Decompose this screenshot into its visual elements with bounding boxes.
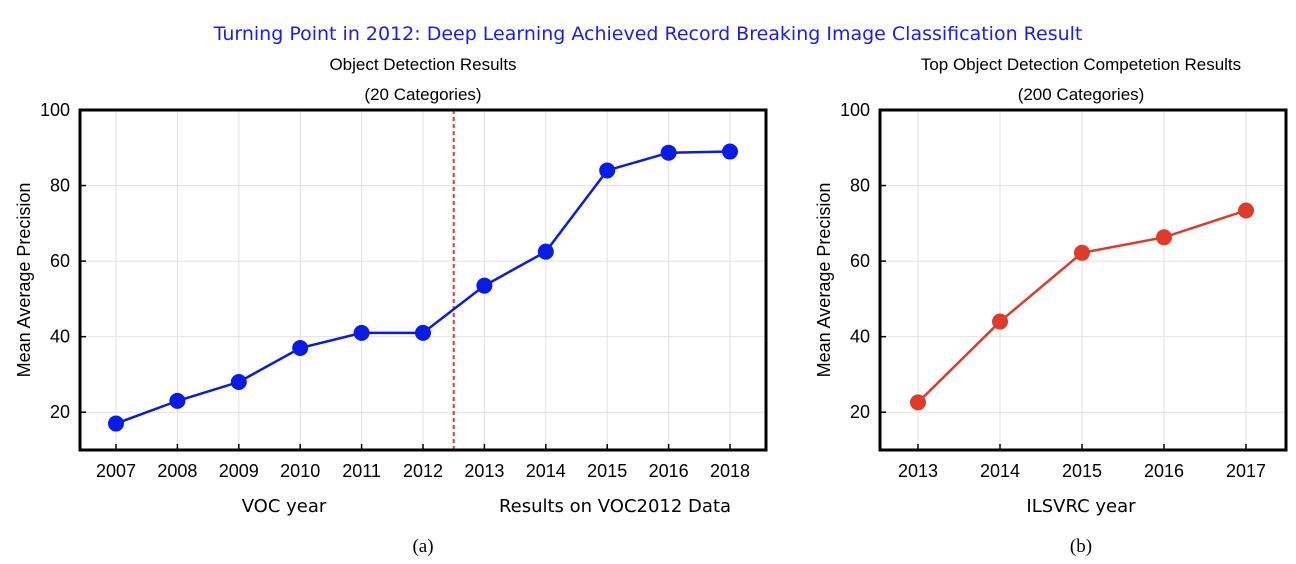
chart-b-grid	[880, 109, 1286, 450]
chart-a-title: Object Detection Results	[329, 55, 516, 74]
chart-a-panel-label: (a)	[412, 536, 433, 557]
x-tick-label: 2015	[587, 461, 627, 481]
data-point-2016	[1156, 229, 1172, 246]
y-tick-label: 60	[850, 251, 870, 271]
x-tick-label: 2008	[157, 461, 197, 481]
data-point-2013	[476, 277, 493, 294]
chart-a-x-axis-label: VOC year	[242, 496, 327, 517]
data-point-2016	[660, 144, 677, 161]
y-tick-label: 60	[50, 251, 70, 271]
data-point-2013	[910, 394, 926, 411]
x-tick-label: 2010	[280, 461, 320, 481]
data-point-2009	[230, 374, 247, 390]
x-tick-label: 2016	[1144, 461, 1184, 481]
x-tick-label: 2013	[898, 461, 938, 481]
y-tick-label: 20	[850, 402, 870, 422]
y-tick-label: 100	[840, 100, 870, 120]
chart-a-x-ticks: 2007 2008 2009 2010 2011 2012 2013 2014 2015 2016…	[96, 444, 750, 481]
data-point-2011	[353, 324, 370, 341]
y-tick-label: 40	[850, 327, 870, 347]
chart-a-x-axis-label-right: Results on VOC2012 Data	[499, 496, 731, 517]
y-tick-label: 80	[850, 176, 870, 196]
chart-b-x-ticks: 2013 2014 2015 2016 2017	[898, 444, 1266, 481]
chart-a-y-ticks: 20 40 60 80 100	[40, 100, 86, 422]
x-tick-label: 2013	[464, 461, 504, 481]
x-tick-label: 2016	[649, 461, 689, 481]
data-point-2008	[169, 392, 186, 409]
data-point-2015	[1074, 244, 1090, 261]
x-tick-label: 2017	[1226, 461, 1266, 481]
data-point-2018	[722, 143, 738, 160]
data-point-2014	[537, 243, 554, 260]
chart-b-frame	[878, 108, 1288, 452]
chart-a-frame	[78, 108, 768, 452]
chart-a-points	[108, 143, 738, 432]
x-tick-label: 2015	[1062, 461, 1102, 481]
chart-a-subtitle: (20 Categories)	[364, 85, 481, 104]
x-tick-label: 2007	[96, 461, 136, 481]
data-point-2010	[292, 340, 309, 356]
chart-b-panel-label: (b)	[1070, 536, 1092, 557]
chart-b-title: Top Object Detection Competetion Results	[921, 55, 1241, 74]
chart-object-detection-ilsvrc: Top Object Detection Competetion Results…	[814, 55, 1288, 557]
chart-b-x-axis-label: ILSVRC year	[1026, 496, 1136, 517]
data-point-2017	[1238, 202, 1254, 219]
x-tick-label: 2014	[980, 461, 1020, 481]
x-tick-label: 2014	[526, 461, 566, 481]
x-tick-label: 2011	[342, 461, 381, 481]
data-point-2015	[599, 162, 616, 179]
x-tick-label: 2012	[403, 461, 443, 481]
y-tick-label: 40	[50, 327, 70, 347]
data-point-2007	[108, 415, 124, 432]
data-point-2012	[415, 324, 431, 341]
y-tick-label: 80	[50, 176, 70, 196]
y-tick-label: 100	[40, 100, 70, 120]
chart-object-detection-voc: Object Detection Results (20 Categories)…	[14, 55, 768, 557]
chart-b-points	[910, 202, 1254, 411]
y-tick-label: 20	[50, 402, 70, 422]
figure-title: Turning Point in 2012: Deep Learning Ach…	[213, 23, 1083, 45]
chart-b-y-ticks: 20 40 60 80 100	[840, 100, 886, 422]
data-point-2014	[992, 313, 1008, 330]
x-tick-label: 2009	[219, 461, 259, 481]
chart-b-subtitle: (200 Categories)	[1018, 85, 1145, 104]
chart-a-y-axis-label: Mean Average Precision	[14, 183, 34, 378]
x-tick-label: 2018	[710, 461, 750, 481]
chart-b-y-axis-label: Mean Average Precision	[814, 183, 834, 378]
